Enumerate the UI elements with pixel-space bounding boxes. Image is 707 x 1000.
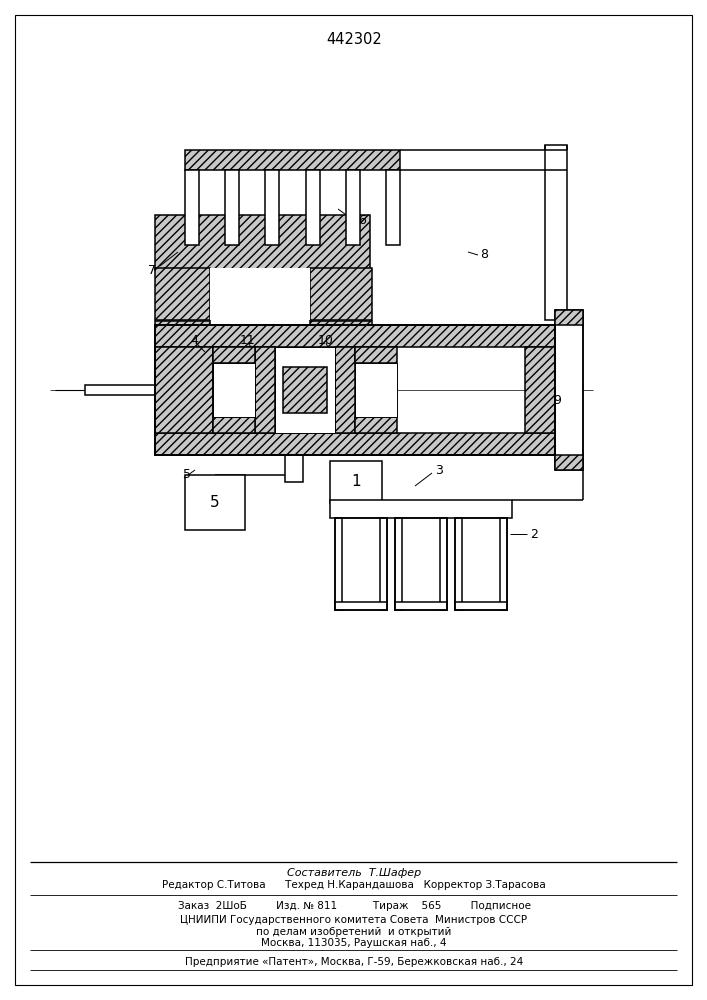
Bar [310, 321, 372, 338]
Bar [525, 347, 555, 433]
Bar [155, 268, 210, 320]
Bar [155, 325, 555, 455]
Bar [386, 170, 400, 245]
Bar [395, 602, 447, 610]
Bar [355, 363, 397, 417]
Text: 442302: 442302 [326, 32, 382, 47]
Bar [265, 170, 279, 245]
Text: ЦНИИПИ Государственного комитета Совета  Министров СССР: ЦНИИПИ Государственного комитета Совета … [180, 915, 527, 925]
Bar [455, 602, 507, 610]
Bar [155, 321, 210, 338]
Bar [275, 347, 335, 433]
Bar [185, 475, 245, 530]
Text: Составитель  Т.Шафер: Составитель Т.Шафер [287, 868, 421, 878]
Bar [455, 518, 462, 610]
Bar [555, 455, 583, 470]
Bar [500, 518, 507, 610]
Bar [395, 518, 447, 610]
Bar [213, 417, 255, 433]
Bar [380, 518, 387, 610]
Bar [346, 170, 360, 245]
Text: по делам изобретений  и открытий: по делам изобретений и открытий [257, 927, 452, 937]
Bar [310, 268, 372, 320]
Bar [213, 363, 255, 417]
Text: 4: 4 [190, 334, 198, 347]
Text: 9: 9 [553, 393, 561, 406]
Text: 11: 11 [240, 334, 256, 347]
Bar [440, 518, 447, 610]
Text: 10: 10 [318, 334, 334, 347]
Bar [255, 347, 275, 433]
Bar [283, 367, 327, 413]
Bar [185, 150, 400, 170]
Bar [226, 170, 239, 245]
Bar [455, 518, 507, 610]
Bar [305, 170, 320, 245]
Bar [285, 455, 303, 482]
Bar [155, 325, 555, 347]
Bar [335, 518, 387, 610]
Text: 3: 3 [435, 464, 443, 477]
Text: Редактор С.Титова      Техред Н.Карандашова   Корректор З.Тарасова: Редактор С.Титова Техред Н.Карандашова К… [162, 880, 546, 890]
Bar [155, 347, 213, 433]
Bar [330, 461, 382, 503]
Bar [395, 518, 402, 610]
Bar [355, 347, 397, 363]
Text: 5: 5 [183, 468, 191, 482]
Bar [85, 385, 155, 395]
Text: Предприятие «Патент», Москва, Г-59, Бережковская наб., 24: Предприятие «Патент», Москва, Г-59, Бере… [185, 957, 523, 967]
Text: Заказ  2ШoБ         Изд. № 811           Тираж    565         Подписное: Заказ 2ШoБ Изд. № 811 Тираж 565 Подписно… [177, 901, 530, 911]
Bar [555, 310, 583, 325]
Text: 7: 7 [148, 263, 156, 276]
Bar [213, 347, 255, 433]
Bar [335, 602, 387, 610]
Text: Москва, 113035, Раушская наб., 4: Москва, 113035, Раушская наб., 4 [262, 938, 447, 948]
Text: 2: 2 [530, 528, 538, 542]
Text: 8: 8 [480, 248, 488, 261]
Text: 5: 5 [210, 495, 220, 510]
Bar [335, 347, 355, 433]
Bar [330, 500, 512, 518]
Bar [545, 145, 567, 320]
Bar [155, 433, 555, 455]
Bar [213, 347, 255, 363]
Bar [210, 268, 310, 320]
Text: 1: 1 [351, 475, 361, 489]
Text: 6: 6 [358, 214, 366, 227]
Bar [155, 215, 370, 270]
Bar [185, 170, 199, 245]
Bar [335, 518, 342, 610]
Bar [555, 310, 583, 470]
Bar [355, 417, 397, 433]
